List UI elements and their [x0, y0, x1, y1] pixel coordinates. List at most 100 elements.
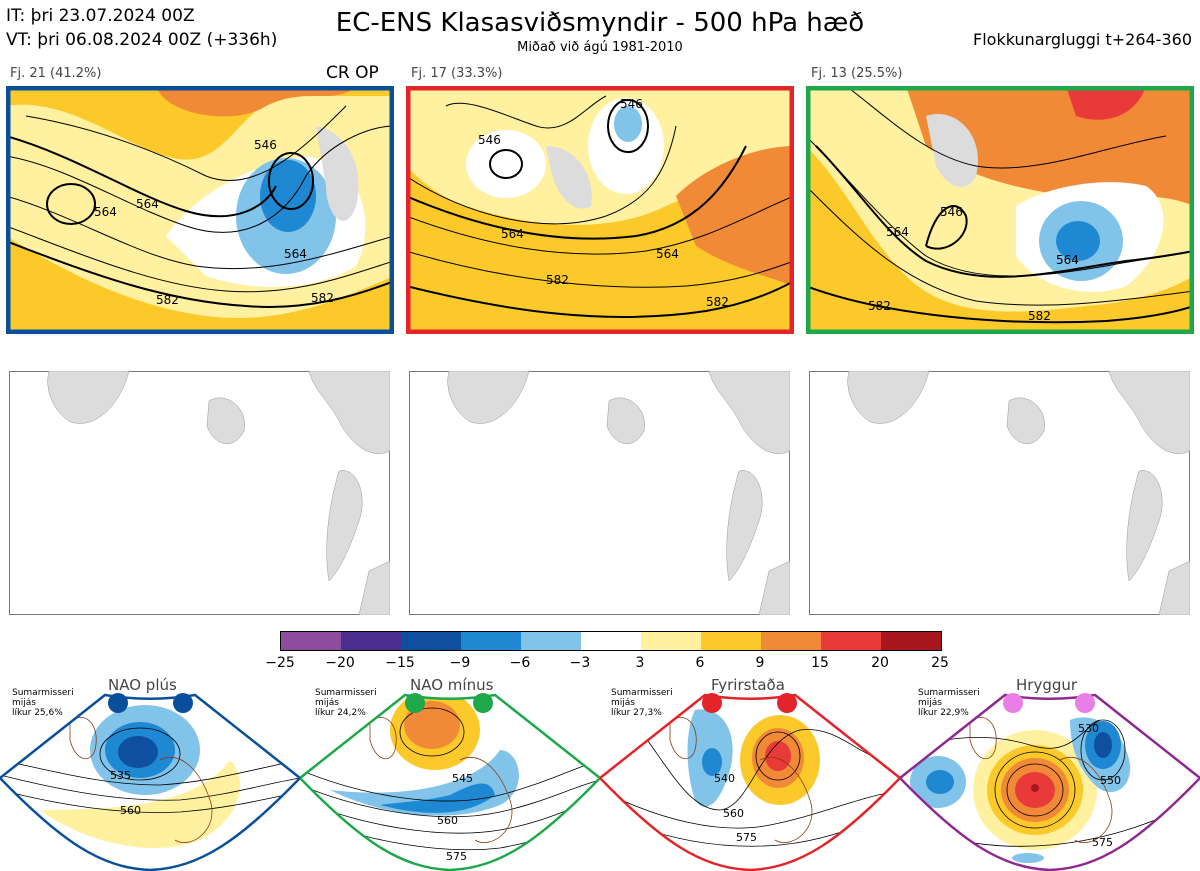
contour-label: 560 — [723, 807, 744, 820]
colorbar — [280, 631, 942, 651]
colorbar-cell — [701, 632, 761, 650]
contour-label: 582 — [156, 293, 179, 307]
regime-2-title: NAO mínus — [410, 676, 494, 694]
regime-info-line: líkur 27,3% — [611, 708, 662, 718]
regime-3-title: Fyrirstaða — [711, 676, 785, 694]
contour-label: 582 — [546, 273, 569, 287]
regime-1-title: NAO plús — [108, 676, 177, 694]
colorbar-tick: 20 — [871, 655, 889, 671]
colorbar-tick: −15 — [385, 655, 415, 671]
regime-marker — [777, 693, 797, 713]
init-time: IT: þri 23.07.2024 00Z — [6, 6, 195, 26]
regime-marker — [173, 693, 193, 713]
scenario-map-3: 546 564 564 582 582 — [806, 86, 1194, 334]
regime-info-line: líkur 22,9% — [918, 708, 969, 718]
contour-label: 564 — [94, 205, 117, 219]
base-map-2 — [409, 371, 790, 615]
colorbar-tick: 15 — [811, 655, 829, 671]
contour-label: 535 — [110, 769, 131, 782]
contour-label: 575 — [446, 850, 467, 863]
contour-label: 564 — [656, 247, 679, 261]
regime-marker — [702, 693, 722, 713]
regime-marker — [1075, 693, 1095, 713]
colorbar-cell — [461, 632, 521, 650]
regime-info-line: Sumarmisseri — [611, 688, 673, 698]
regime-2-info: Sumarmisseri mijás líkur 24,2% — [315, 688, 377, 718]
colorbar-cell — [401, 632, 461, 650]
contour-label: 560 — [437, 814, 458, 827]
colorbar-cell — [341, 632, 401, 650]
classification-window: Flokkunargluggi t+264-360 — [973, 30, 1192, 49]
regime-map-1: 535 560 — [0, 693, 300, 871]
contour-label: 546 — [254, 138, 277, 152]
contour-label: 582 — [868, 299, 891, 313]
contour-label: 564 — [1056, 253, 1079, 267]
regime-info-line: mijás — [918, 698, 942, 708]
regime-4-title: Hryggur — [1016, 676, 1078, 694]
regime-map-3: 540 560 575 — [600, 693, 900, 871]
regime-1-info: Sumarmisseri mijás líkur 25,6% — [12, 688, 74, 718]
panel-3-border — [806, 86, 1194, 334]
contour-label: 546 — [478, 133, 501, 147]
page-subtitle: Miðað við ágú 1981-2010 — [517, 40, 683, 55]
regime-info-line: mijás — [611, 698, 635, 708]
colorbar-tick: 3 — [635, 655, 645, 671]
regime-info-line: líkur 24,2% — [315, 708, 366, 718]
page-title: EC-ENS Klasasviðsmyndir - 500 hPa hæð — [335, 8, 865, 38]
regime-marker — [108, 693, 128, 713]
contour-label: 564 — [284, 247, 307, 261]
colorbar-tick: 25 — [931, 655, 949, 671]
colorbar-tick: −6 — [509, 655, 531, 671]
contour-label: 564 — [501, 227, 524, 241]
panel-2-label: Fj. 17 (33.3%) — [411, 66, 503, 81]
regime-map-4: 530 550 575 — [900, 693, 1200, 871]
contour-label: 530 — [1078, 722, 1099, 735]
contour-label: 582 — [706, 295, 729, 309]
colorbar-cell — [641, 632, 701, 650]
contour-label: 560 — [120, 804, 141, 817]
base-map-1 — [9, 371, 390, 615]
contour-label: 582 — [1028, 309, 1051, 323]
regime-info-line: Sumarmisseri — [315, 688, 377, 698]
contour-label: 545 — [452, 772, 473, 785]
colorbar-tick: 9 — [755, 655, 765, 671]
regime-info-line: líkur 25,6% — [12, 708, 63, 718]
base-map-3 — [809, 371, 1190, 615]
scenario-map-2: 546 546 564 564 582 582 — [406, 86, 794, 334]
valid-time: VT: þri 06.08.2024 00Z (+336h) — [6, 30, 278, 50]
panel-1-tag: CR OP — [326, 63, 379, 83]
regime-info-line: Sumarmisseri — [12, 688, 74, 698]
contour-label: 564 — [886, 225, 909, 239]
colorbar-cell — [521, 632, 581, 650]
panel-1-label: Fj. 21 (41.2%) — [10, 66, 102, 81]
regime-marker — [473, 693, 493, 713]
regime-3-info: Sumarmisseri mijás líkur 27,3% — [611, 688, 673, 718]
panel-2-border — [406, 86, 794, 334]
init-time-block: IT: þri 23.07.2024 00Z VT: þri 06.08.202… — [6, 4, 277, 52]
panel-3-label: Fj. 13 (25.5%) — [811, 66, 903, 81]
colorbar-tick: −9 — [449, 655, 471, 671]
colorbar-cell — [581, 632, 641, 650]
contour-label: 564 — [136, 197, 159, 211]
regime-info-line: mijás — [315, 698, 339, 708]
regime-info-line: mijás — [12, 698, 36, 708]
regime-4-info: Sumarmisseri mijás líkur 22,9% — [918, 688, 980, 718]
scenario-map-1: 546 564 564 564 582 582 — [6, 86, 394, 334]
contour-label: 540 — [714, 772, 735, 785]
contour-label: 546 — [940, 205, 963, 219]
regime-marker — [405, 693, 425, 713]
regime-map-2: 545 560 575 — [300, 693, 600, 871]
colorbar-cell — [881, 632, 941, 650]
colorbar-tick: −3 — [569, 655, 591, 671]
contour-label: 575 — [736, 831, 757, 844]
colorbar-cell — [761, 632, 821, 650]
contour-label: 546 — [620, 97, 643, 111]
colorbar-tick: 6 — [695, 655, 705, 671]
contour-label: 575 — [1092, 836, 1113, 849]
contour-label: 550 — [1100, 774, 1121, 787]
regime-info-line: Sumarmisseri — [918, 688, 980, 698]
contour-label: 582 — [311, 291, 334, 305]
panel-1-border — [6, 86, 394, 334]
colorbar-tick: −20 — [325, 655, 355, 671]
colorbar-cell — [821, 632, 881, 650]
